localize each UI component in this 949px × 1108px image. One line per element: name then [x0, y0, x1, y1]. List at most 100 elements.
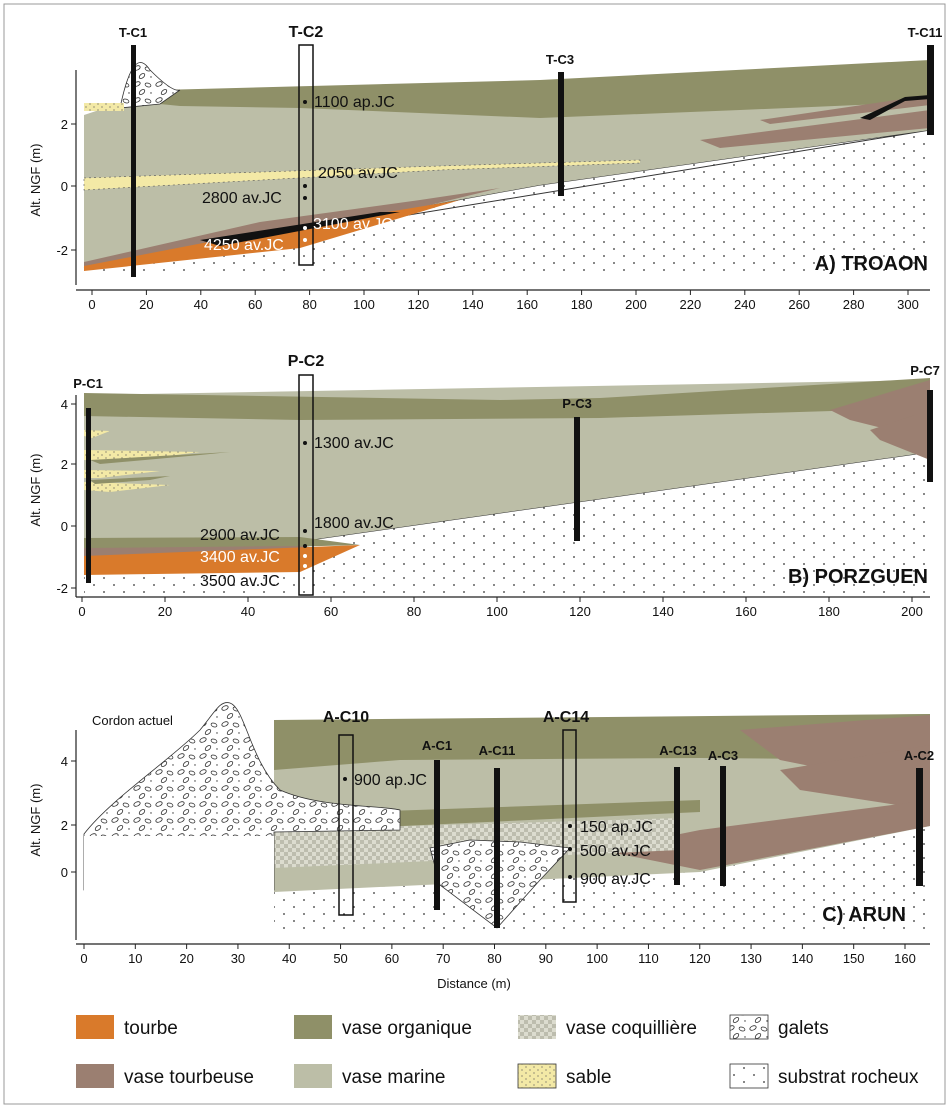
- core-a-c2: [916, 768, 923, 886]
- x-tick-label: 10: [128, 951, 142, 966]
- y-tick-label: 2: [61, 457, 68, 472]
- a-core-label-t-c2: T-C2: [289, 24, 324, 41]
- x-tick-label: 60: [324, 604, 338, 619]
- c-core-label-a-c2: A-C2: [904, 748, 934, 763]
- b-core-label-p-c2: P-C2: [288, 353, 325, 370]
- c-core-label-a-c3: A-C3: [708, 748, 738, 763]
- c-core-label-a-c11: A-C11: [479, 743, 516, 758]
- core-p-c3: [574, 417, 580, 541]
- core-a-c10: [338, 734, 354, 916]
- panel-c-arun: 0 10 20 30 40 50 60 70 80 90 100 110 120 130 140 150 160…: [28, 702, 934, 991]
- x-tick-label: 240: [734, 297, 756, 312]
- a-panel-title: A) TROAON: [815, 253, 928, 275]
- a-ylabel: Alt. NGF (m): [28, 144, 43, 217]
- legend: tourbe vase organique vase coquillière g…: [76, 1014, 919, 1089]
- x-tick-label: 300: [897, 297, 919, 312]
- y-tick-label: 0: [61, 519, 68, 534]
- y-tick-label: -2: [56, 243, 68, 258]
- c-date-3: 500 av.JC: [580, 843, 651, 860]
- legend-label-vase-tourbeuse: vase tourbeuse: [124, 1067, 254, 1088]
- b-date-4: 3400 av.JC: [200, 549, 280, 566]
- x-tick-label: 20: [158, 604, 172, 619]
- c-core-label-a-c14: A-C14: [543, 709, 589, 726]
- b-date-2: 1800 av.JC: [314, 515, 394, 532]
- a-date-1: 1100 ap.JC: [314, 94, 395, 111]
- legend-swatch-tourbe: [76, 1015, 114, 1039]
- x-tick-label: 120: [408, 297, 430, 312]
- x-tick-label: 200: [625, 297, 647, 312]
- c-xlabel: Distance (m): [437, 976, 511, 991]
- x-tick-label: 150: [843, 951, 865, 966]
- legend-swatch-vase-coquilliere: [518, 1015, 556, 1039]
- core-t-c11: [927, 45, 934, 135]
- core-a-c11: [494, 768, 500, 928]
- a-sable-band: [84, 160, 640, 190]
- y-tick-label: 0: [61, 179, 68, 194]
- core-t-c1: [131, 45, 136, 277]
- x-tick-label: 140: [462, 297, 484, 312]
- core-t-c2: [298, 44, 314, 266]
- core-p-c7: [927, 390, 933, 482]
- legend-swatch-vase-tourbeuse: [76, 1064, 114, 1088]
- core-p-c2: [298, 374, 314, 596]
- x-tick-label: 160: [735, 604, 757, 619]
- x-tick-label: 160: [894, 951, 916, 966]
- legend-label-substrat-rocheux: substrat rocheux: [778, 1067, 919, 1088]
- b-date-5: 3500 av.JC: [200, 573, 280, 590]
- c-date-4: 900 av.JC: [580, 871, 651, 888]
- a-core-label-t-c1: T-C1: [119, 25, 147, 40]
- c-cordon-label: Cordon actuel: [92, 713, 173, 728]
- c-date-1: 900 ap.JC: [354, 772, 427, 789]
- x-tick-label: 100: [486, 604, 508, 619]
- legend-swatch-galets: [729, 1014, 769, 1040]
- legend-label-vase-organique: vase organique: [342, 1018, 472, 1039]
- b-core-label-p-c7: P-C7: [910, 363, 940, 378]
- legend-swatch-sable: [517, 1063, 557, 1089]
- y-tick-label: 2: [61, 117, 68, 132]
- x-tick-label: 260: [788, 297, 810, 312]
- a-date-4: 3100 av.JC: [313, 216, 393, 233]
- x-tick-label: 200: [901, 604, 923, 619]
- legend-label-tourbe: tourbe: [124, 1018, 178, 1039]
- x-tick-label: 70: [436, 951, 450, 966]
- a-core-label-t-c3: T-C3: [546, 52, 574, 67]
- c-date-2: 150 ap.JC: [580, 819, 653, 836]
- x-tick-label: 80: [407, 604, 421, 619]
- x-tick-label: 80: [487, 951, 501, 966]
- x-tick-label: 160: [516, 297, 538, 312]
- b-vase-marine-layer: [84, 380, 930, 572]
- x-tick-label: 20: [139, 297, 153, 312]
- a-core-label-t-c11: T-C11: [908, 25, 943, 40]
- b-panel-title: B) PORZGUEN: [788, 566, 928, 588]
- x-tick-label: 100: [353, 297, 375, 312]
- x-tick-label: 90: [539, 951, 553, 966]
- x-tick-label: 80: [302, 297, 316, 312]
- b-vase-organique-layer: [84, 378, 930, 420]
- x-tick-label: 120: [569, 604, 591, 619]
- y-tick-label: 0: [61, 865, 68, 880]
- x-tick-label: 60: [385, 951, 399, 966]
- b-tourbe-layer: [84, 545, 360, 575]
- y-tick-label: 4: [61, 754, 68, 769]
- legend-swatch-vase-marine: [294, 1064, 332, 1088]
- x-tick-label: 140: [792, 951, 814, 966]
- x-tick-label: 110: [638, 951, 659, 966]
- core-a-c14: [562, 729, 577, 903]
- legend-label-vase-coquilliere: vase coquillière: [566, 1018, 697, 1039]
- legend-label-vase-marine: vase marine: [342, 1067, 446, 1088]
- a-vase-tourbeuse-wedge: [700, 110, 930, 148]
- c-ylabel: Alt. NGF (m): [28, 784, 43, 857]
- c-core-label-a-c13: A-C13: [659, 743, 697, 758]
- core-a-c3: [720, 766, 726, 886]
- c-core-label-a-c10: A-C10: [323, 709, 369, 726]
- b-ylabel: Alt. NGF (m): [28, 454, 43, 527]
- b-date-3: 2900 av.JC: [200, 527, 280, 544]
- x-tick-label: 40: [194, 297, 208, 312]
- x-tick-label: 60: [248, 297, 262, 312]
- core-p-c1: [86, 408, 91, 583]
- y-tick-label: -2: [56, 581, 68, 596]
- y-tick-label: 4: [61, 397, 68, 412]
- b-core-label-p-c3: P-C3: [562, 396, 592, 411]
